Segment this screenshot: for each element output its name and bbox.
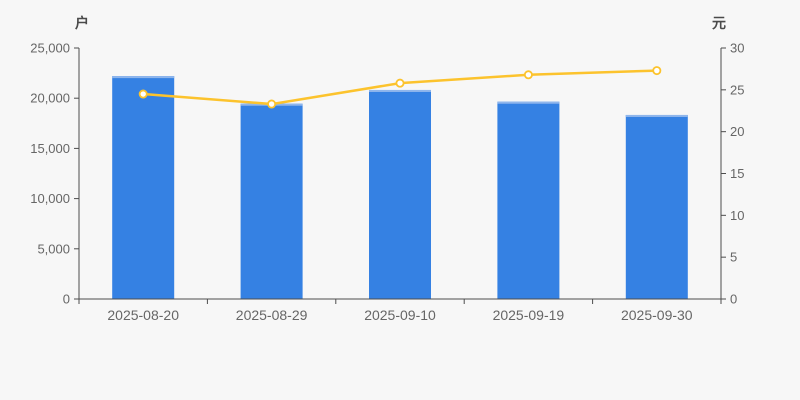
- bar: [369, 89, 431, 300]
- right-axis-tick-label: 30: [730, 41, 744, 56]
- bar: [497, 101, 560, 300]
- line-point-marker: [138, 89, 148, 99]
- x-axis-category-label: 2025-09-19: [493, 307, 565, 323]
- left-axis-tick-label: 25,000: [30, 41, 70, 56]
- bar: [625, 114, 688, 299]
- bar-top-cap: [112, 76, 175, 79]
- line-point-marker: [395, 78, 405, 88]
- right-axis-unit-label: 元: [712, 15, 726, 31]
- x-axis-category-label: 2025-08-20: [107, 307, 179, 323]
- right-axis-tick-label: 25: [730, 82, 744, 97]
- left-axis-tick-label: 20,000: [30, 91, 70, 106]
- x-axis-category-label: 2025-09-10: [364, 307, 436, 323]
- right-axis-tick-label: 0: [730, 292, 737, 307]
- line-point-marker: [267, 99, 277, 109]
- right-axis-tick-label: 10: [730, 208, 744, 223]
- right-axis-tick-label: 15: [730, 166, 744, 181]
- left-axis-tick-label: 10,000: [30, 191, 70, 206]
- left-axis-tick-label: 0: [63, 292, 70, 307]
- x-axis-category-label: 2025-09-30: [621, 307, 693, 323]
- left-axis-unit-label: 户: [75, 15, 89, 31]
- right-axis-tick-label: 5: [730, 250, 737, 265]
- line-point-marker: [523, 70, 533, 80]
- bar-top-cap: [369, 89, 431, 92]
- left-axis-tick-label: 15,000: [30, 141, 70, 156]
- x-axis-category-label: 2025-08-29: [236, 307, 308, 323]
- right-axis-tick-label: 20: [730, 124, 744, 139]
- bar-top-cap: [625, 114, 688, 117]
- line-point-marker: [652, 66, 662, 76]
- bar-top-cap: [497, 101, 560, 104]
- bar: [112, 76, 175, 299]
- left-axis-tick-label: 5,000: [37, 241, 70, 256]
- bar: [240, 103, 303, 299]
